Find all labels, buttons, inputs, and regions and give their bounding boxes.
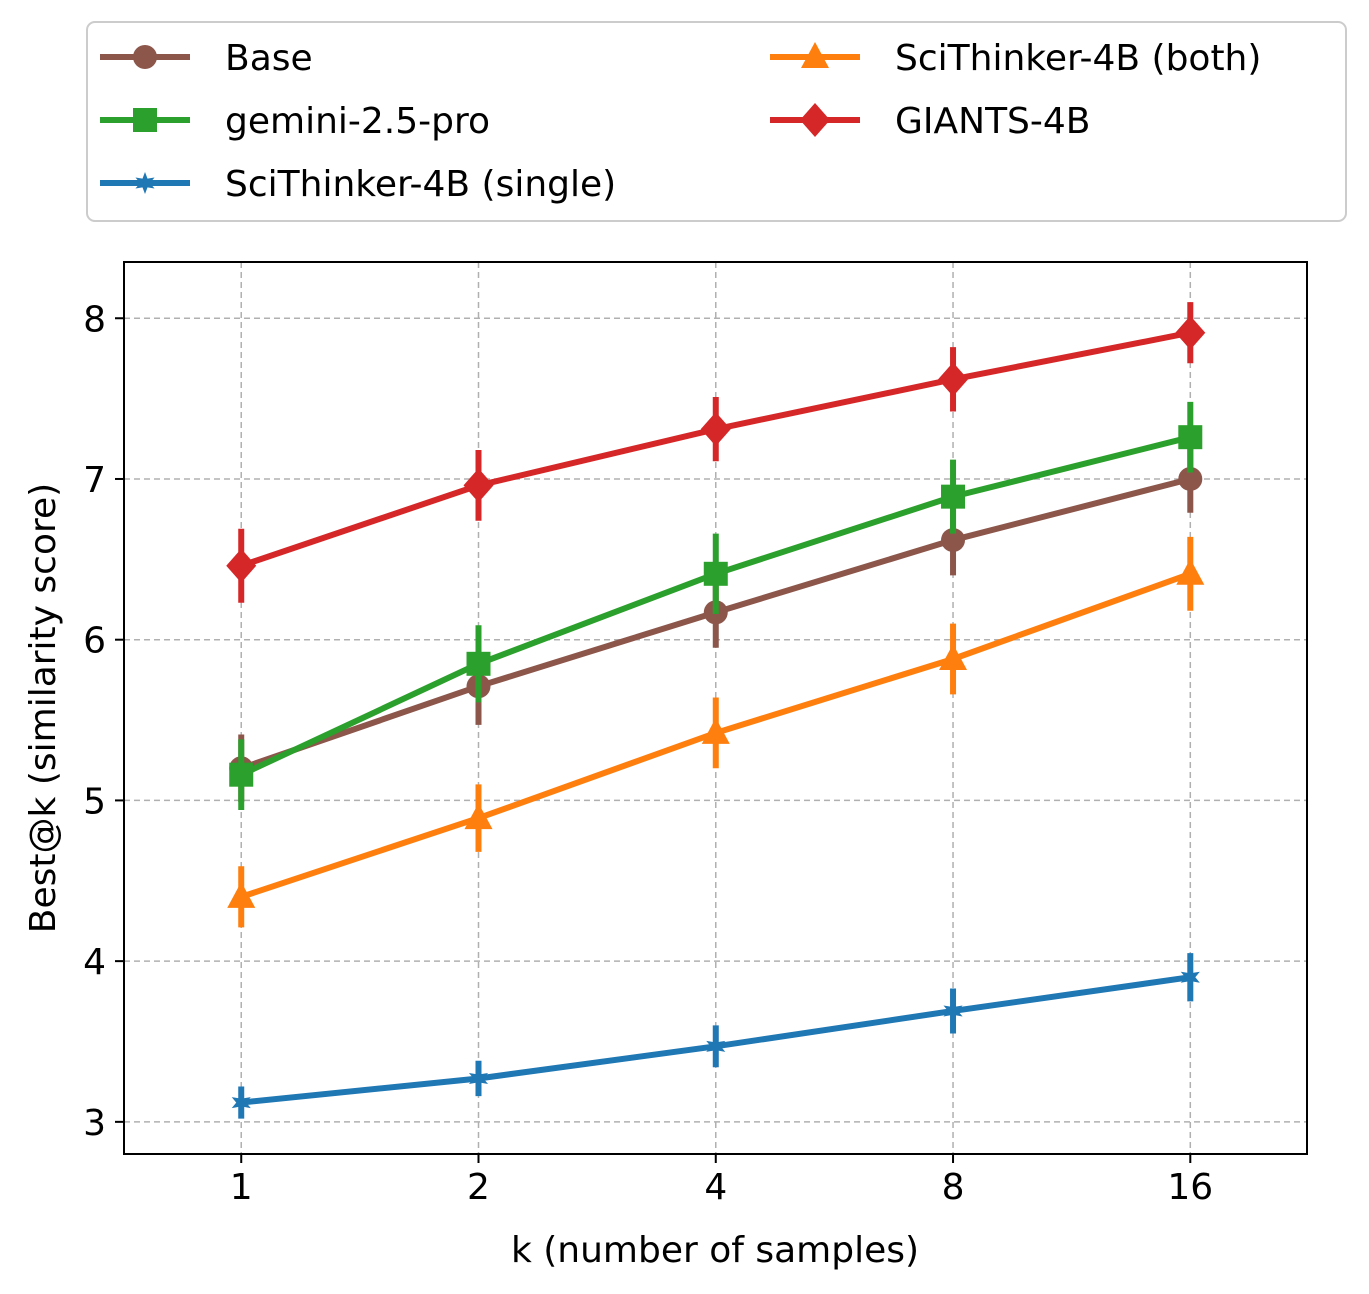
series-giants-4b <box>226 302 1206 603</box>
legend-item: GIANTS-4B <box>770 101 1091 142</box>
y-tick-label: 4 <box>83 942 106 983</box>
y-tick-label: 3 <box>83 1103 106 1144</box>
x-tick-label: 2 <box>467 1167 490 1208</box>
marker-star <box>943 999 963 1022</box>
marker-square <box>466 651 491 676</box>
marker-circle <box>133 45 157 69</box>
series-scithinker-4b-both- <box>227 536 1205 928</box>
y-axis-label: Best@k (similarity score) <box>23 483 64 933</box>
legend: Base gemini-2.5-pro SciThinker-4B (single)… <box>86 21 1347 222</box>
marker-diamond <box>800 103 830 137</box>
y-tick-label: 6 <box>83 621 106 662</box>
marker-triangle <box>227 881 256 908</box>
legend-label: gemini-2.5-pro <box>225 101 490 142</box>
legend-item: Base <box>100 38 313 79</box>
legend-item: SciThinker-4B (single) <box>100 164 616 205</box>
marker-triangle <box>801 42 829 68</box>
x-axis-label: k (number of samples) <box>511 1230 919 1271</box>
marker-star <box>468 1067 489 1090</box>
marker-star <box>1180 966 1200 989</box>
marker-diamond <box>700 412 731 447</box>
legend-label: SciThinker-4B (single) <box>225 164 616 205</box>
ticks: 1 2 4 8 16 3 4 5 6 7 8 <box>83 299 1213 1208</box>
legend-label: Base <box>225 38 313 79</box>
marker-square <box>229 762 254 787</box>
marker-star <box>135 172 155 194</box>
marker-triangle <box>701 717 730 744</box>
marker-triangle <box>464 803 493 830</box>
marker-square <box>941 484 966 509</box>
marker-diamond <box>1175 315 1206 350</box>
x-tick-label: 4 <box>704 1167 727 1208</box>
marker-circle <box>1178 466 1203 491</box>
legend-item: SciThinker-4B (both) <box>770 38 1261 79</box>
y-tick-label: 7 <box>83 460 106 501</box>
marker-diamond <box>226 548 257 583</box>
legend-label: GIANTS-4B <box>895 101 1091 142</box>
marker-star <box>706 1035 726 1058</box>
x-tick-label: 1 <box>230 1167 253 1208</box>
y-tick-label: 5 <box>83 781 106 822</box>
marker-star <box>231 1091 251 1114</box>
legend-label: SciThinker-4B (both) <box>895 38 1261 79</box>
marker-diamond <box>938 362 969 397</box>
series-gemini-2-5-pro <box>229 401 1203 811</box>
marker-diamond <box>463 468 494 503</box>
marker-triangle <box>1176 558 1205 585</box>
series-scithinker-4b-single- <box>231 953 1200 1119</box>
x-tick-label: 8 <box>942 1167 965 1208</box>
marker-circle <box>941 528 966 553</box>
marker-square <box>133 108 157 132</box>
y-tick-label: 8 <box>83 299 106 340</box>
marker-square <box>703 561 728 586</box>
x-tick-label: 16 <box>1167 1167 1213 1208</box>
marker-triangle <box>939 643 968 670</box>
marker-square <box>1178 425 1203 450</box>
legend-item: gemini-2.5-pro <box>100 101 490 142</box>
series-layer <box>226 302 1206 1119</box>
